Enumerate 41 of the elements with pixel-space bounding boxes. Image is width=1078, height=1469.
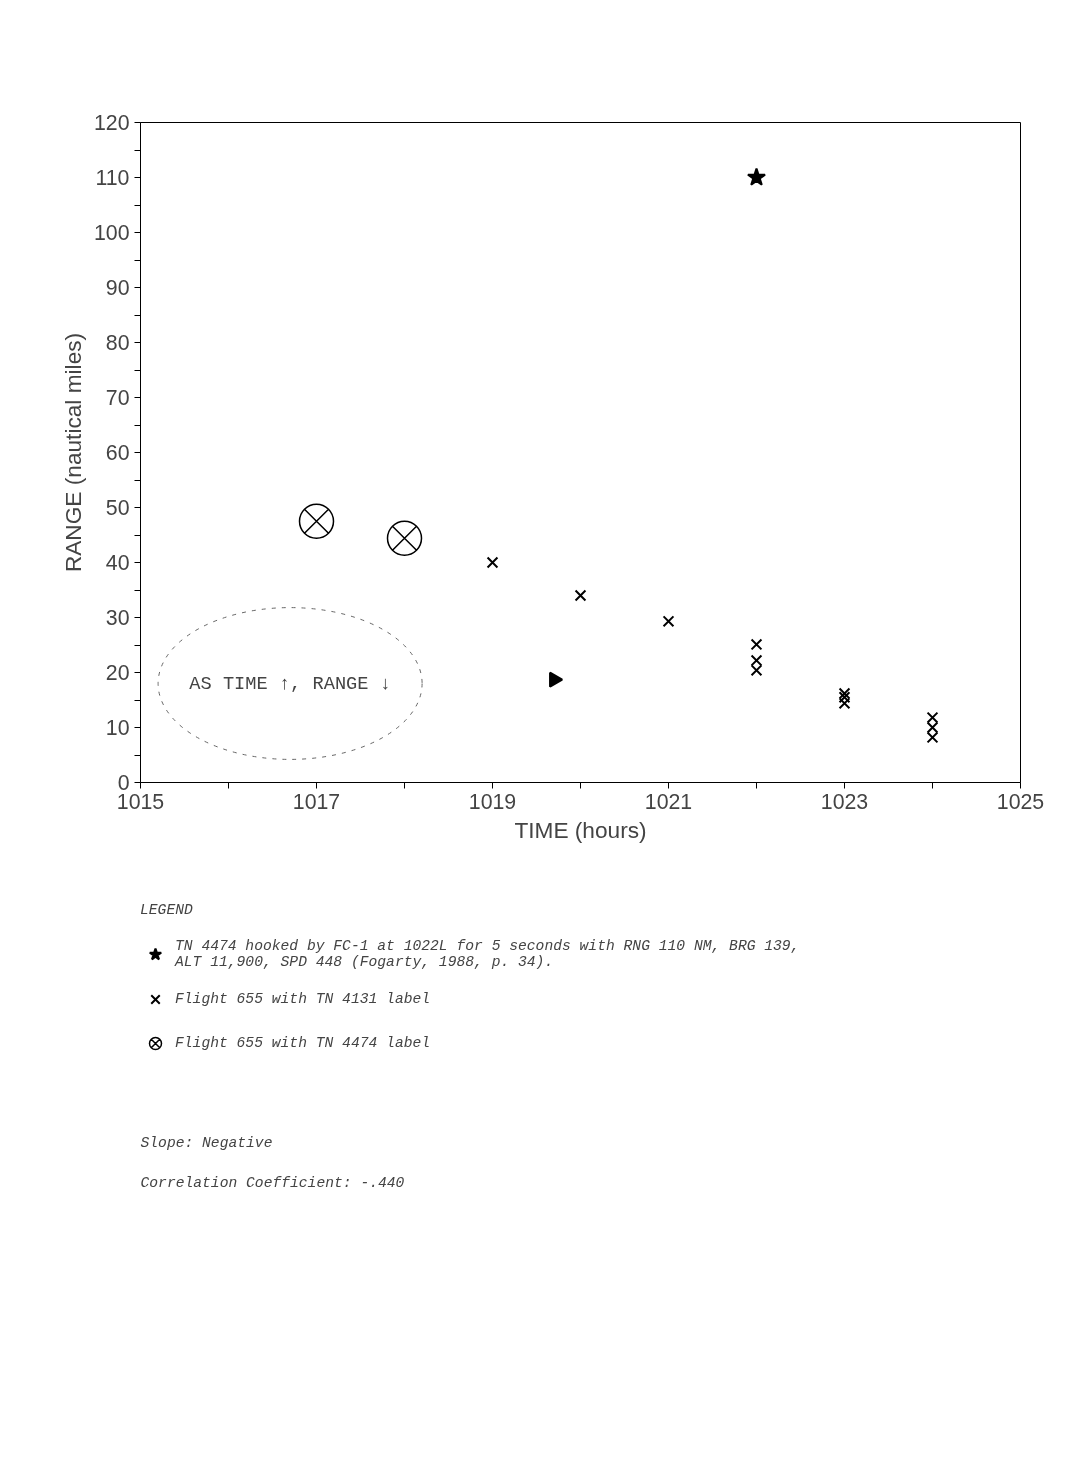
annotation: AS TIME ↑, RANGE ↓ xyxy=(189,672,391,695)
y-tick-label: 40 xyxy=(105,551,130,575)
point xyxy=(926,711,939,724)
y-tick-label: 50 xyxy=(105,496,130,520)
y-tick-label: 70 xyxy=(105,386,130,410)
y-tick-label: 120 xyxy=(93,111,130,135)
point xyxy=(838,687,851,700)
point xyxy=(926,721,939,734)
x-tick-label: 1023 xyxy=(820,789,869,814)
y-tick-label: 110 xyxy=(95,166,130,190)
y-tick-label: 10 xyxy=(105,716,130,740)
point xyxy=(574,589,587,602)
y-axis-title: RANGE (nautical miles) xyxy=(59,332,86,573)
legend-label: Flight 655 with TN 4474 label xyxy=(175,1034,431,1053)
point xyxy=(750,664,763,677)
y-tick-label: 20 xyxy=(105,661,130,685)
legend-label: TN 4474 hooked by FC-1 at 1022L for 5 seconds with RNG 110 NM, BRG 139, ALT 11,900, SPD 448 (Fogarty, 1988, p. 34). xyxy=(175,938,800,970)
y-tick-label: 30 xyxy=(105,606,130,630)
point xyxy=(386,520,423,557)
text: Slope: Negative xyxy=(140,1134,273,1151)
point xyxy=(746,167,767,186)
y-tick-label: 100 xyxy=(93,221,130,245)
point xyxy=(838,691,851,704)
x-tick-label: 1017 xyxy=(292,789,341,814)
y-tick-label: 90 xyxy=(105,276,130,300)
point xyxy=(298,503,335,539)
y-tick-label: 60 xyxy=(105,441,130,465)
legend-label: Flight 655 with TN 4131 label xyxy=(175,990,431,1009)
legend-title: LEGEND xyxy=(140,902,194,918)
x-tick-label: 1019 xyxy=(468,789,517,814)
y-tick-label: 80 xyxy=(105,331,130,355)
x-tick-label: 1021 xyxy=(644,789,693,814)
x-axis-title: TIME (hours) xyxy=(514,816,647,843)
point xyxy=(926,731,939,744)
point xyxy=(662,615,675,628)
point xyxy=(750,638,763,651)
point xyxy=(486,556,499,569)
x-tick-label: 1025 xyxy=(996,789,1045,814)
point xyxy=(750,654,763,667)
text: Correlation Coefficient: -.440 xyxy=(140,1174,405,1191)
point xyxy=(838,697,851,710)
